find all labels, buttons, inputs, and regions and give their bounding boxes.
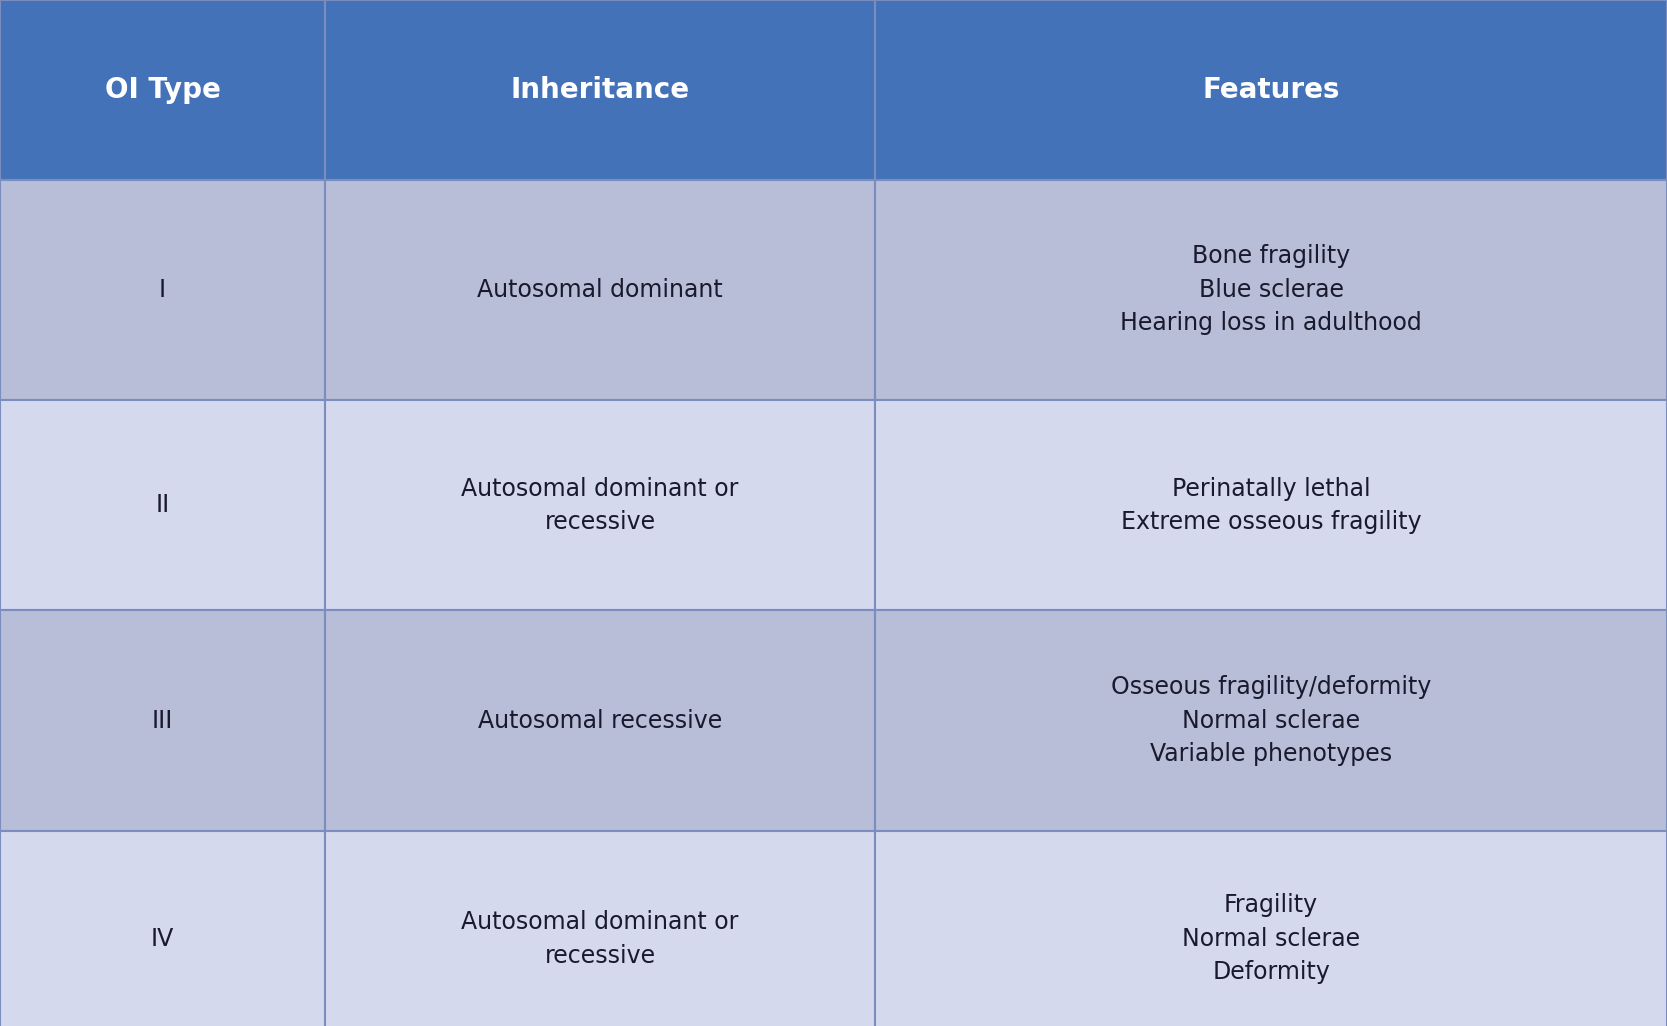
Bar — [325, 831, 875, 1026]
Text: II: II — [155, 494, 170, 517]
Bar — [325, 180, 875, 400]
Bar — [875, 610, 1667, 831]
Text: III: III — [152, 709, 173, 733]
Bar — [875, 0, 1667, 180]
Text: Autosomal dominant: Autosomal dominant — [477, 278, 723, 302]
Text: Perinatally lethal
Extreme osseous fragility: Perinatally lethal Extreme osseous fragi… — [1120, 476, 1422, 535]
Text: IV: IV — [152, 926, 173, 951]
Bar — [0, 831, 325, 1026]
Bar — [0, 0, 325, 180]
Text: Osseous fragility/deformity
Normal sclerae
Variable phenotypes: Osseous fragility/deformity Normal scler… — [1110, 675, 1432, 766]
Text: Autosomal dominant or
recessive: Autosomal dominant or recessive — [462, 476, 738, 535]
Text: Fragility
Normal sclerae
Deformity: Fragility Normal sclerae Deformity — [1182, 894, 1360, 984]
Bar — [325, 0, 875, 180]
Text: Bone fragility
Blue sclerae
Hearing loss in adulthood: Bone fragility Blue sclerae Hearing loss… — [1120, 244, 1422, 336]
Bar — [325, 610, 875, 831]
Text: OI Type: OI Type — [105, 76, 220, 104]
Text: Features: Features — [1202, 76, 1340, 104]
Bar — [0, 400, 325, 610]
Bar — [325, 400, 875, 610]
Bar — [875, 831, 1667, 1026]
Text: Autosomal dominant or
recessive: Autosomal dominant or recessive — [462, 910, 738, 968]
Bar — [875, 400, 1667, 610]
Bar — [0, 180, 325, 400]
Text: I: I — [158, 278, 167, 302]
Text: Inheritance: Inheritance — [510, 76, 690, 104]
Bar — [875, 180, 1667, 400]
Bar — [0, 610, 325, 831]
Text: Autosomal recessive: Autosomal recessive — [478, 709, 722, 733]
